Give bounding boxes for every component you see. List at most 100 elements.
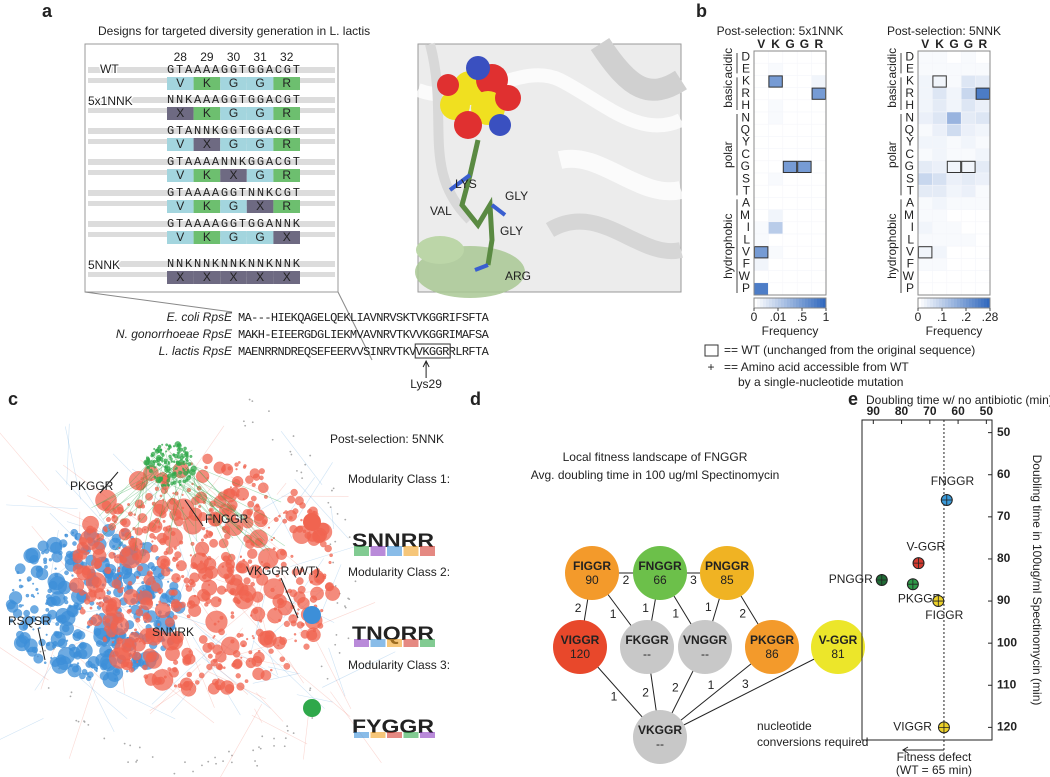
node-dot bbox=[166, 498, 179, 511]
residue-label: ARG bbox=[505, 269, 531, 283]
node-dot bbox=[331, 489, 333, 492]
heatmap-cell bbox=[811, 160, 827, 174]
node-dot bbox=[268, 648, 274, 654]
x-axis-title: Doubling time w/ no antibiotic (min) bbox=[866, 393, 1050, 407]
network-edge bbox=[168, 478, 178, 554]
colorbar-tick-label: 0 bbox=[751, 310, 758, 324]
edge-label: 2 bbox=[575, 601, 582, 615]
heatmap-cell bbox=[946, 209, 962, 223]
node-dot bbox=[287, 588, 292, 594]
node-dot bbox=[119, 562, 122, 566]
heatmap-cell bbox=[753, 160, 769, 174]
heatmap-cell bbox=[796, 123, 812, 137]
aa-cell bbox=[273, 169, 300, 182]
node-dot bbox=[184, 761, 186, 764]
heatmap-cell bbox=[917, 197, 933, 210]
row-label: F bbox=[743, 257, 750, 271]
network-edge bbox=[170, 425, 225, 503]
heatmap-cell bbox=[975, 233, 991, 247]
edge-label: 1 bbox=[642, 601, 649, 615]
node-dot bbox=[156, 462, 160, 466]
group-label: acidic bbox=[885, 48, 899, 79]
aa-letter: R bbox=[282, 199, 291, 213]
node-dot bbox=[87, 723, 90, 726]
node-dot bbox=[205, 598, 212, 604]
node-dot bbox=[154, 486, 160, 491]
node-dot bbox=[36, 592, 39, 595]
node-label: VKGGR (WT) bbox=[246, 564, 319, 578]
node-dot bbox=[242, 644, 245, 647]
node-dot bbox=[47, 613, 50, 617]
node-dot bbox=[116, 576, 119, 580]
network-edge bbox=[169, 451, 247, 548]
row-label: R bbox=[905, 86, 914, 100]
node-dot bbox=[207, 642, 215, 650]
heatmap-cell bbox=[811, 148, 827, 162]
node-dot bbox=[240, 640, 247, 648]
node-dot bbox=[320, 540, 327, 548]
node-dot bbox=[334, 643, 337, 646]
node-dot bbox=[196, 485, 202, 491]
node-dot bbox=[155, 602, 171, 618]
network-edge bbox=[254, 708, 263, 724]
heatmap-cell bbox=[946, 75, 962, 88]
x-tick-label: 90 bbox=[867, 404, 881, 418]
heatmap-cell bbox=[768, 160, 784, 174]
heatmap-cell bbox=[782, 221, 798, 235]
node-dot bbox=[134, 527, 143, 536]
heatmap-cell bbox=[946, 148, 962, 162]
node-dot bbox=[186, 459, 189, 463]
heatmap-cell bbox=[932, 160, 948, 174]
heatmap-cell bbox=[796, 172, 812, 186]
node-dot bbox=[230, 590, 235, 595]
colorbar-label: Frequency bbox=[762, 324, 819, 338]
network-edge bbox=[64, 426, 81, 500]
node-dot bbox=[117, 569, 120, 573]
node-dot bbox=[153, 466, 156, 469]
heatmap-cell bbox=[811, 258, 827, 271]
heatmap-cell bbox=[796, 197, 812, 210]
node-value: 66 bbox=[653, 573, 667, 587]
node-dot bbox=[228, 504, 237, 513]
node-label: RSQSR bbox=[8, 614, 51, 628]
network-edge bbox=[164, 451, 196, 558]
node-name: FNGGR bbox=[638, 559, 682, 573]
dna-sequence: GTAAAANNKGGACGT bbox=[167, 155, 300, 169]
node-dot bbox=[309, 689, 311, 692]
node-dot bbox=[48, 558, 53, 562]
network-edge bbox=[152, 467, 193, 528]
node-dot bbox=[27, 646, 38, 657]
aa-letter: V bbox=[176, 199, 184, 213]
node-dot bbox=[251, 400, 254, 403]
aa-cell bbox=[167, 200, 194, 213]
node-dot bbox=[174, 441, 181, 448]
leader-line bbox=[184, 499, 204, 527]
heatmap-cell bbox=[960, 233, 976, 247]
node-dot bbox=[69, 577, 85, 593]
node-dot bbox=[250, 581, 255, 587]
track bbox=[88, 67, 335, 73]
node-dot bbox=[173, 516, 184, 527]
heatmap-cell bbox=[796, 62, 812, 76]
heatmap-cell bbox=[932, 99, 948, 113]
x-tick-label: 80 bbox=[895, 404, 909, 418]
node-dot bbox=[338, 652, 341, 654]
point-label: PNGGR bbox=[829, 572, 873, 586]
aa-cell bbox=[167, 271, 194, 284]
node-dot bbox=[137, 513, 148, 524]
node-dot bbox=[145, 628, 163, 646]
aa-cell bbox=[273, 107, 300, 120]
aa-letter: G bbox=[255, 230, 264, 244]
node-dot bbox=[162, 452, 164, 455]
group-label: hydrophobic bbox=[721, 214, 735, 279]
node-dot bbox=[14, 563, 26, 574]
node-dot bbox=[138, 505, 142, 508]
heatmap-cell bbox=[975, 184, 991, 198]
node-dot bbox=[252, 473, 261, 481]
colorbar-step bbox=[957, 298, 961, 308]
aa-letter: G bbox=[229, 137, 238, 151]
node-dot bbox=[75, 719, 78, 722]
aa-letter: V bbox=[176, 76, 184, 90]
heatmap-cell bbox=[782, 50, 798, 64]
